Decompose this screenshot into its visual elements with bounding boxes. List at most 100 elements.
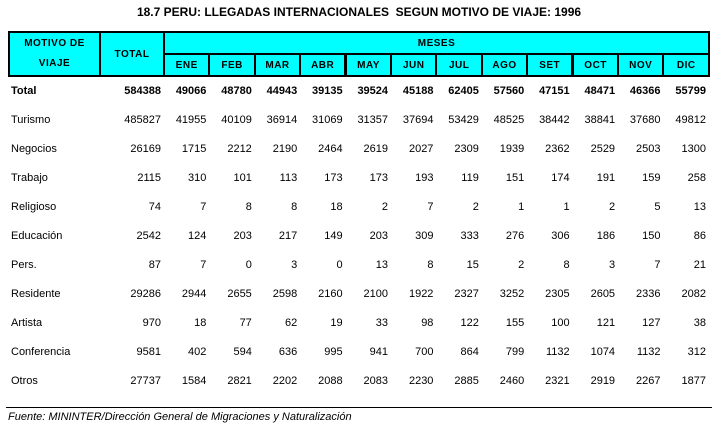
month-value: 2 xyxy=(381,200,389,213)
month-value: 2605 xyxy=(590,287,616,300)
month-value: 40109 xyxy=(221,113,252,126)
header-month-may: MAY xyxy=(344,53,393,77)
month-value: 2027 xyxy=(408,142,434,155)
month-value: 3252 xyxy=(499,287,525,300)
month-value: 2460 xyxy=(499,374,525,387)
row-total-value: 29286 xyxy=(130,287,161,300)
month-value: 18 xyxy=(330,200,343,213)
month-value: 3 xyxy=(608,258,616,271)
month-value: 799 xyxy=(505,345,525,358)
month-value: 31357 xyxy=(357,113,389,126)
month-value: 13 xyxy=(693,200,706,213)
month-value: 2082 xyxy=(681,287,706,300)
month-value: 7 xyxy=(654,258,661,271)
header-row-top: MOTIVO DE VIAJE TOTAL MESES xyxy=(8,31,710,77)
header-month-oct: OCT xyxy=(571,53,620,77)
month-value: 119 xyxy=(461,171,479,184)
month-value: 7 xyxy=(427,200,434,213)
month-value: 122 xyxy=(460,316,479,329)
header-total: TOTAL xyxy=(99,31,165,77)
table-row: Conferencia 9581 402 594 636 995 941 700 864 799 1… xyxy=(9,337,709,366)
table-row: Pers. 87 7 0 3 0 13 8 15 2 8 3 7 21 xyxy=(9,250,709,279)
source-divider xyxy=(6,407,712,408)
month-value: 2160 xyxy=(318,287,343,300)
month-value: 2088 xyxy=(318,374,343,387)
month-value: 48525 xyxy=(493,113,525,126)
month-value: 2503 xyxy=(635,142,661,155)
table-row: Religioso 74 7 8 8 18 2 7 2 1 1 2 5 13 xyxy=(9,192,709,221)
month-value: 312 xyxy=(687,345,706,358)
month-value: 3 xyxy=(291,258,298,271)
table-row: Turismo 485827 41955 40109 36914 31069 31357 37… xyxy=(9,105,709,134)
month-value: 18 xyxy=(194,316,207,329)
month-value: 2305 xyxy=(545,287,570,300)
month-value: 31069 xyxy=(312,113,343,126)
row-total-value: 26169 xyxy=(130,142,161,155)
month-value: 53429 xyxy=(448,113,479,126)
month-value: 1300 xyxy=(681,142,706,155)
row-total-value: 9581 xyxy=(136,345,161,358)
header-month-set: SET xyxy=(526,53,575,77)
month-value: 100 xyxy=(551,316,570,329)
month-value: 98 xyxy=(421,316,434,329)
table-row: Residente 29286 2944 2655 2598 2160 2100 1922 23… xyxy=(9,279,709,308)
row-label: Otros xyxy=(11,374,38,387)
table-body: Total 584388 49066 48780 44943 39135 39524 4518… xyxy=(9,76,709,395)
month-value: 149 xyxy=(324,229,343,242)
month-value: 310 xyxy=(188,171,207,184)
month-value: 33 xyxy=(375,316,389,329)
month-value: 127 xyxy=(642,316,661,329)
month-value: 37680 xyxy=(629,113,661,126)
month-value: 995 xyxy=(324,345,343,358)
month-value: 217 xyxy=(278,229,298,242)
month-value: 2309 xyxy=(454,142,479,155)
month-value: 258 xyxy=(687,171,706,184)
month-value: 7 xyxy=(200,258,207,271)
month-value: 174 xyxy=(551,171,570,184)
month-value: 39135 xyxy=(312,85,343,97)
month-value: 150 xyxy=(642,229,661,242)
month-value: 38841 xyxy=(584,113,616,126)
header-month-nov: NOV xyxy=(617,53,665,77)
month-value: 1 xyxy=(563,200,570,213)
month-value: 2944 xyxy=(181,287,207,300)
row-total-value: 485827 xyxy=(124,113,161,126)
month-value: 48780 xyxy=(221,85,252,97)
month-value: 1132 xyxy=(636,345,661,358)
table-header: MOTIVO DE VIAJE TOTAL MESES ENE FEB MAR … xyxy=(8,31,710,77)
row-label: Educación xyxy=(11,229,63,242)
month-value: 402 xyxy=(188,345,207,358)
arrivals-table: MOTIVO DE VIAJE TOTAL MESES ENE FEB MAR … xyxy=(8,31,710,395)
month-value: 8 xyxy=(427,258,434,271)
month-value: 594 xyxy=(233,345,252,358)
month-value: 49812 xyxy=(675,113,706,126)
month-value: 309 xyxy=(415,229,434,242)
month-value: 37694 xyxy=(402,113,434,126)
month-value: 1715 xyxy=(181,142,207,155)
month-value: 39524 xyxy=(357,85,389,97)
month-value: 636 xyxy=(278,345,298,358)
header-month-dic: DIC xyxy=(662,53,710,77)
table-row: Artista 970 18 77 62 19 33 98 122 155 100 121 127 38 xyxy=(9,308,709,337)
month-value: 2 xyxy=(608,200,616,213)
month-value: 159 xyxy=(642,171,661,184)
month-value: 62405 xyxy=(448,85,479,97)
header-motivo-line1: MOTIVO DE xyxy=(24,38,85,49)
month-value: 151 xyxy=(505,171,525,184)
month-value: 155 xyxy=(505,316,525,329)
month-value: 8 xyxy=(291,200,298,213)
month-value: 864 xyxy=(460,345,479,358)
month-value: 2190 xyxy=(272,142,298,155)
header-month-ago: AGO xyxy=(480,53,529,77)
header-month-jun: JUN xyxy=(390,53,438,77)
header-month-jul: JUL xyxy=(435,53,483,77)
header-row-months: ENE FEB MAR ABR MAY JUN JUL AGO SET OCT … xyxy=(9,53,710,77)
month-value: 193 xyxy=(415,171,434,184)
month-value: 1877 xyxy=(681,374,706,387)
row-total-value: 87 xyxy=(148,258,161,271)
month-value: 173 xyxy=(324,171,343,184)
month-value: 101 xyxy=(233,171,252,184)
month-value: 8 xyxy=(245,200,252,213)
month-value: 48471 xyxy=(584,85,616,97)
row-total-value: 74 xyxy=(148,200,161,213)
